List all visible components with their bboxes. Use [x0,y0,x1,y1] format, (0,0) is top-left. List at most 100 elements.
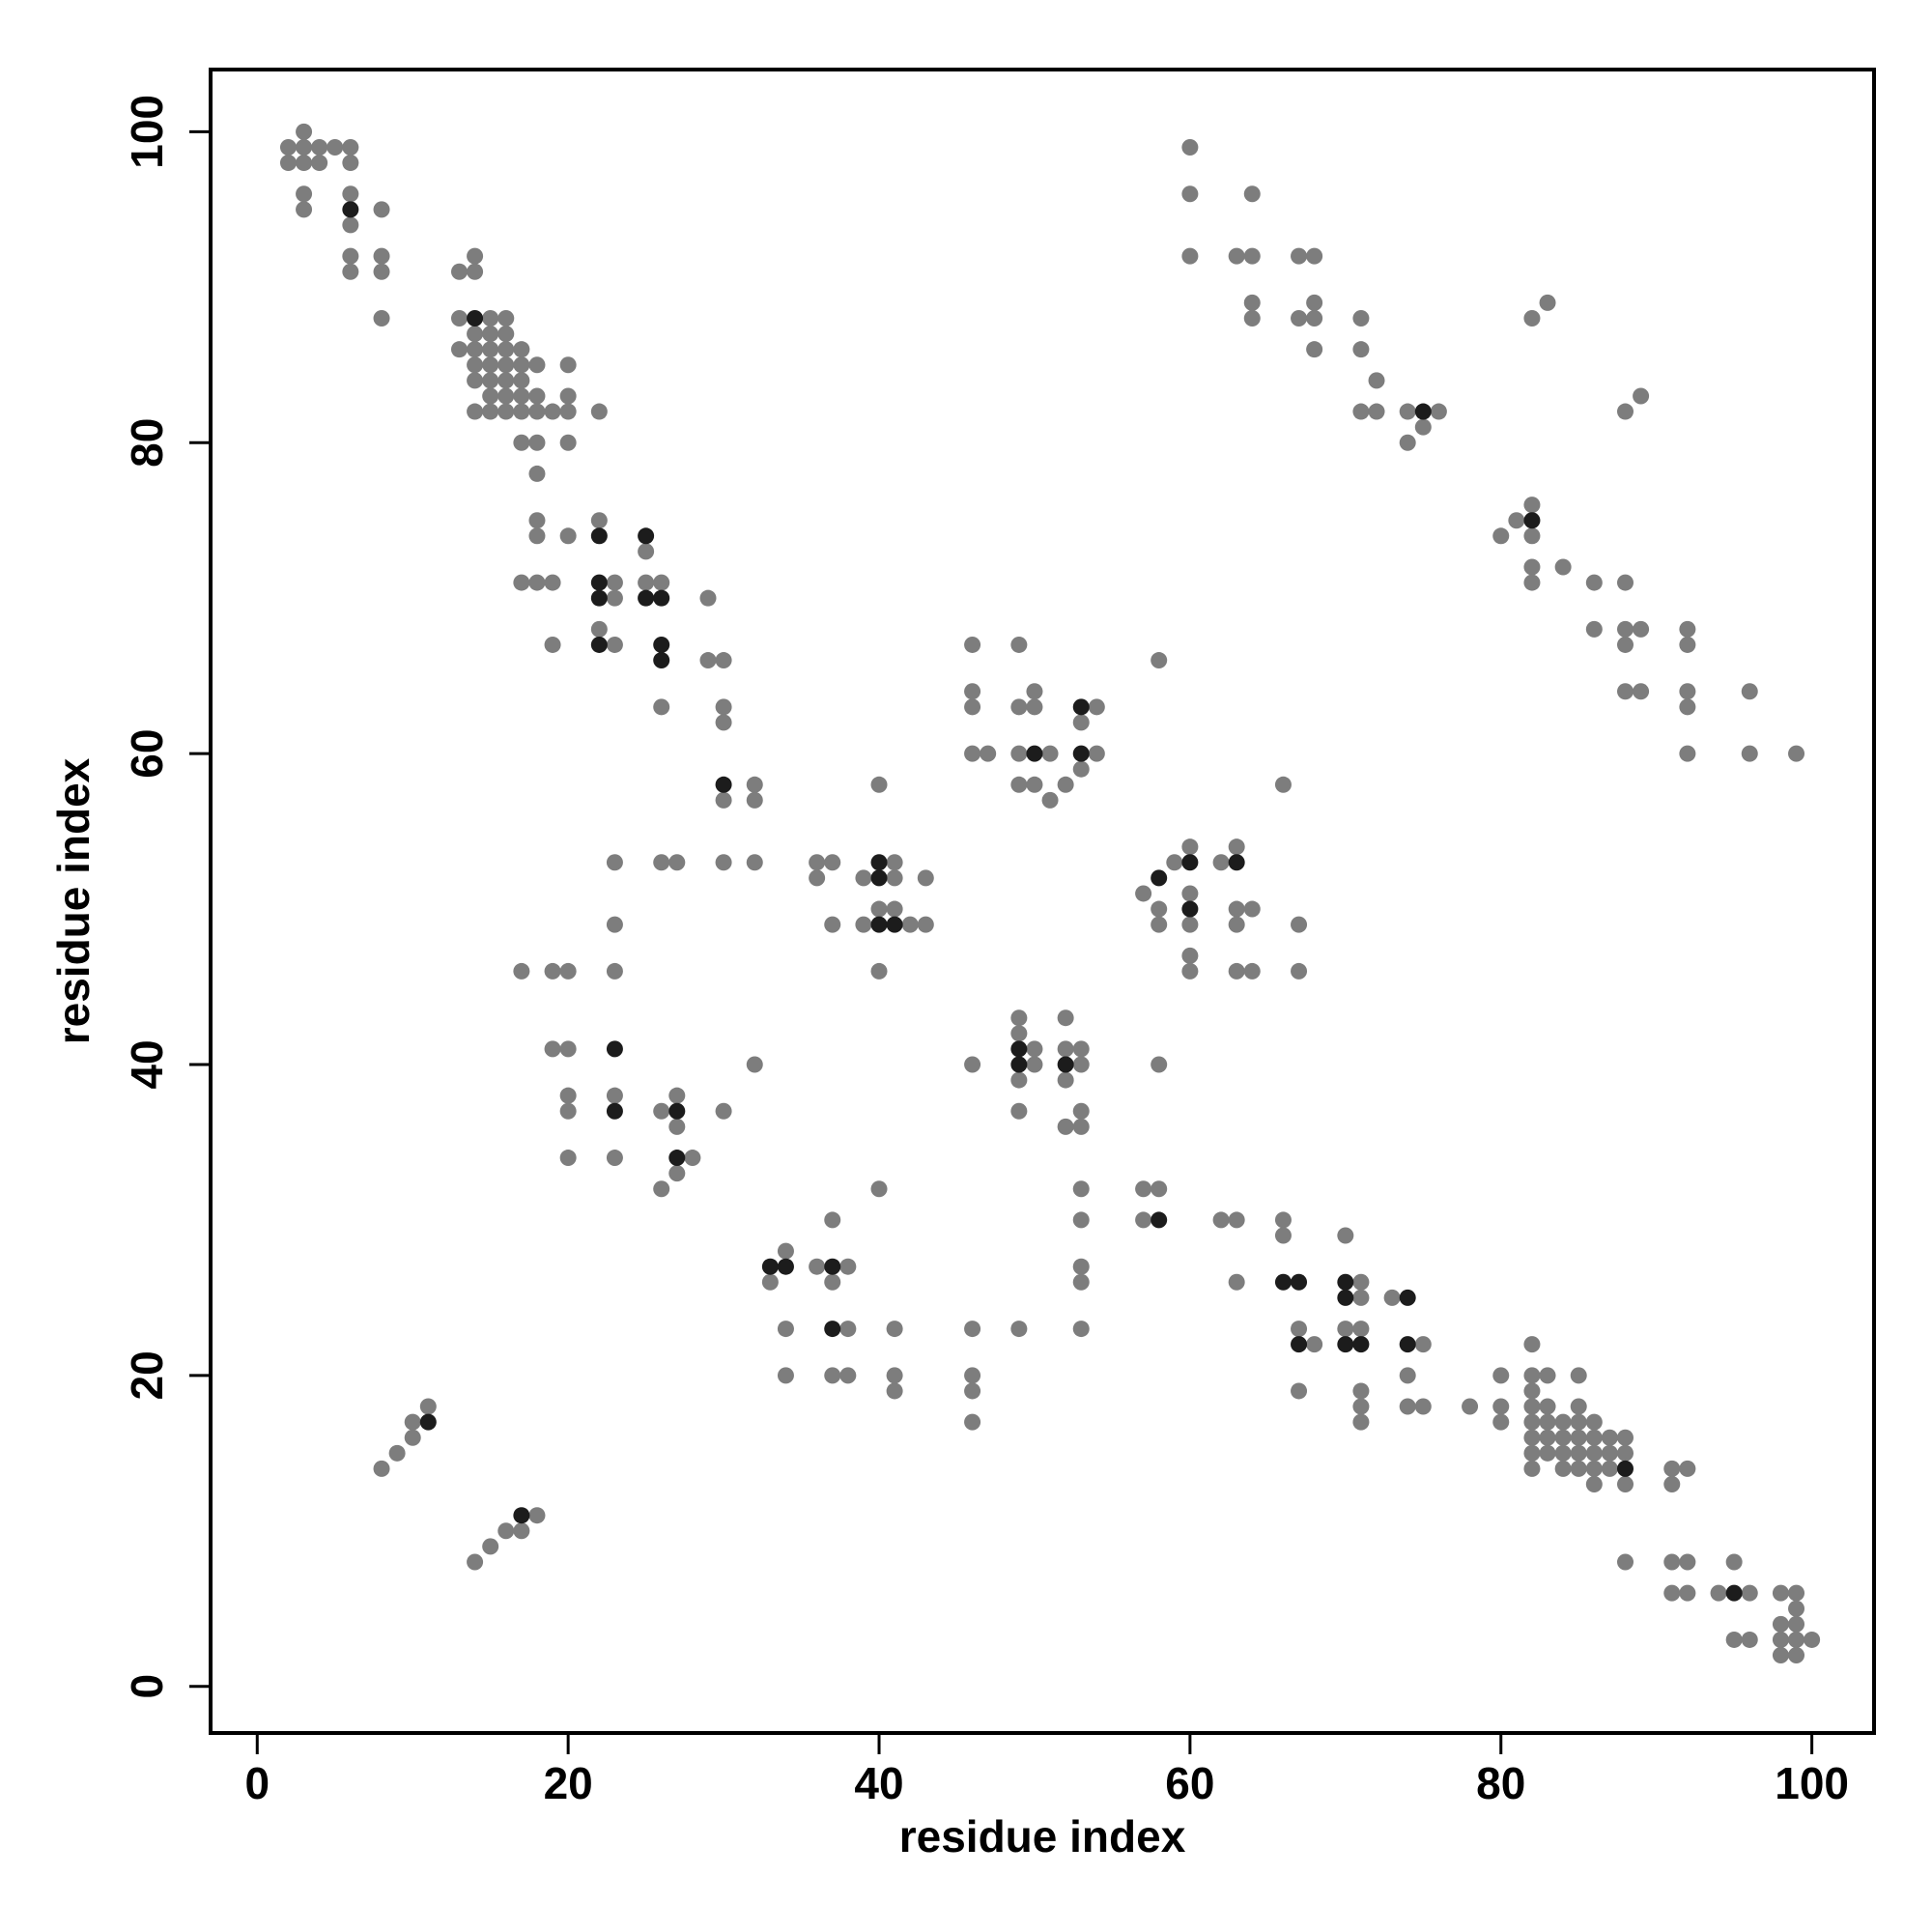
x-tick-label: 100 [1775,1758,1849,1808]
point [513,403,530,420]
point [638,574,655,591]
point [964,1056,981,1073]
point [1617,683,1634,700]
point [809,854,826,871]
point [715,776,732,793]
point [1663,1460,1681,1477]
point [1072,745,1090,762]
point [964,1382,981,1400]
point [1570,1413,1587,1431]
point [342,138,359,156]
point [824,1367,841,1384]
point [1585,1429,1603,1446]
point [1523,574,1541,591]
point [497,356,515,374]
point [1352,1382,1370,1400]
point [1306,309,1323,327]
point [1041,791,1059,809]
point [590,589,608,607]
point [1291,309,1308,327]
point [1181,916,1199,933]
point [870,962,888,980]
point [638,589,655,607]
point [809,1258,826,1275]
point [1617,1553,1634,1571]
point [1414,1398,1432,1415]
point [1135,885,1152,902]
point [1601,1444,1618,1462]
point [1788,1600,1805,1617]
point [1291,1336,1308,1353]
point [342,247,359,265]
point [1617,574,1634,591]
point [886,869,903,887]
point [1072,1211,1090,1229]
point [1492,1413,1510,1431]
point [590,512,608,529]
point [544,636,561,653]
point [606,1087,623,1104]
point [824,854,841,871]
point [513,1507,530,1524]
point [450,309,468,327]
point [528,1507,546,1524]
point [1306,247,1323,265]
point [1151,1211,1168,1229]
plot-frame [209,68,1876,1735]
point [1072,1321,1090,1338]
x-tick-label: 40 [854,1758,903,1808]
point [777,1258,794,1275]
point [1788,1647,1805,1664]
point [559,1087,577,1104]
point [513,434,530,451]
point [1072,714,1090,731]
point [1306,341,1323,358]
x-tick-label: 20 [544,1758,593,1808]
point [653,589,670,607]
point [824,1211,841,1229]
point [1010,1071,1028,1089]
point [1026,1040,1043,1058]
point [513,387,530,405]
point [528,434,546,451]
point [746,1056,763,1073]
point [761,1273,779,1291]
point [1788,1584,1805,1602]
point [1679,698,1696,716]
point [1368,372,1385,389]
point [1523,527,1541,545]
point [467,341,484,358]
point [1228,900,1245,918]
point [1663,1584,1681,1602]
point [964,683,981,700]
point [1399,434,1416,451]
point [1617,1460,1634,1477]
point [497,309,515,327]
point [513,341,530,358]
point [1523,1444,1541,1462]
point [467,1553,484,1571]
point [1741,683,1758,700]
point [1523,1382,1541,1400]
point [1228,1211,1245,1229]
y-tick-label: 40 [122,1039,172,1089]
point [1633,683,1650,700]
point [1010,776,1028,793]
point [1166,854,1183,871]
point [1151,1056,1168,1073]
point [1788,745,1805,762]
point [1523,1460,1541,1477]
point [1554,1460,1572,1477]
point [1228,247,1245,265]
point [373,309,390,327]
point [606,916,623,933]
point [559,527,577,545]
point [855,869,872,887]
point [1181,962,1199,980]
point [1057,1040,1074,1058]
point [1151,900,1168,918]
x-tick-label: 60 [1165,1758,1214,1808]
point [870,869,888,887]
point [964,1367,981,1384]
point [1274,1273,1292,1291]
